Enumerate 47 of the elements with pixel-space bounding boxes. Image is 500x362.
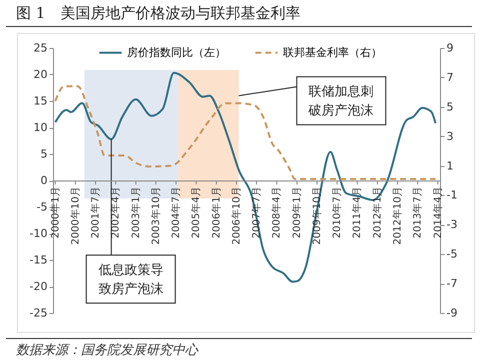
x-tick-label: 2004年7月 (170, 186, 182, 238)
x-tick-label: 2005年4月 (190, 186, 202, 238)
legend-label: 联邦基金利率（右） (283, 46, 382, 59)
y-tick-label: -20 (30, 280, 48, 293)
x-tick-label: 2009年10月 (311, 186, 324, 245)
y2-tick-label: 7 (446, 70, 454, 84)
y2-tick-label: 9 (446, 42, 454, 54)
x-tick-label: 2012年1月 (371, 186, 384, 238)
x-tick-label: 2006年10月 (230, 186, 242, 245)
annotation: 低息政策导致房产泡沫 (98, 263, 164, 298)
y2-tick-label: -9 (446, 306, 458, 320)
y-tick-label: 25 (34, 42, 48, 54)
y2-tick-label: -1 (446, 188, 458, 202)
y-tick-label: -10 (30, 227, 48, 240)
x-tick-label: 2007年7月 (250, 186, 263, 238)
x-tick-label: 2003年10月 (150, 186, 162, 245)
x-tick-label: 2009年1月 (290, 186, 303, 238)
y2-tick-label: 1 (446, 159, 454, 172)
x-tick-label: 2000年10月 (69, 186, 82, 245)
y2-tick-label: -7 (446, 277, 458, 290)
legend-label: 房价指数同比（左） (127, 46, 226, 59)
y-tick-label: -15 (30, 254, 48, 266)
x-tick-label: 2003年1月 (130, 186, 142, 238)
x-tick-label: 2008年4月 (270, 186, 283, 238)
source-note: 数据来源：国务院发展研究中心 (16, 342, 198, 359)
chart-title: 图 1 美国房地产价格波动与联邦基金利率 (16, 4, 300, 23)
x-tick-label: 2006年1月 (210, 186, 222, 238)
x-tick-label: 2011年4月 (351, 186, 364, 238)
y2-tick-label: -5 (446, 248, 458, 261)
y-tick-label: 15 (34, 94, 48, 108)
y-tick-label: -25 (30, 306, 48, 320)
line-series (54, 85, 437, 180)
x-tick-label: 2001年7月 (89, 186, 102, 238)
y-tick-label: -5 (36, 200, 48, 214)
x-tick-label: 2010年7月 (331, 186, 344, 238)
y-tick-label: 20 (34, 68, 48, 81)
y2-tick-label: -3 (446, 218, 458, 232)
annotation: 联储加息刺破房产泡沫 (308, 84, 374, 119)
x-tick-label: 2012年10月 (392, 186, 404, 245)
x-tick-label: 2014年4月 (432, 186, 444, 238)
y-tick-label: 10 (34, 121, 48, 134)
x-tick-label: 2013年7月 (412, 186, 424, 238)
y-tick-label: 0 (40, 174, 48, 187)
y-tick-label: 5 (40, 148, 48, 160)
x-tick-label: 2000年1月 (49, 186, 62, 238)
y2-tick-label: 5 (446, 100, 454, 114)
y2-tick-label: 3 (446, 130, 454, 143)
